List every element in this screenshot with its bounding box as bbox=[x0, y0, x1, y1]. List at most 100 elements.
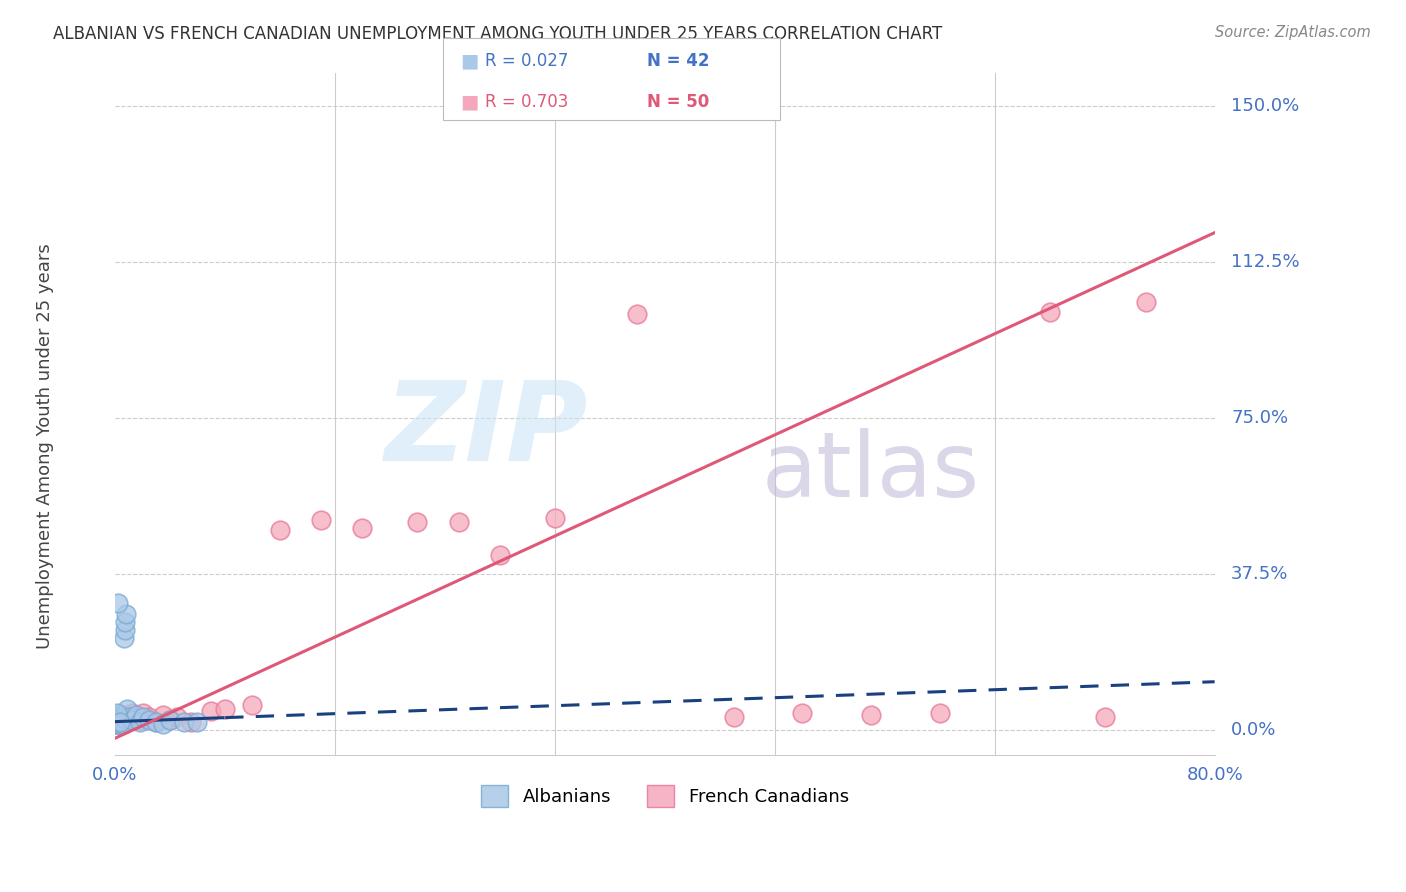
Point bbox=[186, 715, 208, 730]
Point bbox=[107, 715, 129, 730]
Point bbox=[105, 714, 128, 729]
Point bbox=[117, 708, 139, 723]
Point bbox=[489, 549, 512, 563]
Point bbox=[124, 710, 146, 724]
Point bbox=[105, 716, 128, 731]
Text: 0.0%: 0.0% bbox=[1232, 721, 1277, 739]
Point bbox=[112, 713, 135, 727]
Point bbox=[118, 713, 141, 727]
Point bbox=[121, 706, 143, 721]
Point bbox=[180, 714, 202, 729]
Point bbox=[105, 708, 128, 723]
Point bbox=[107, 596, 129, 610]
Point bbox=[111, 716, 134, 731]
Point bbox=[1094, 710, 1116, 724]
Point bbox=[111, 714, 134, 729]
Point bbox=[114, 623, 136, 637]
Point bbox=[112, 711, 135, 725]
Point bbox=[447, 515, 470, 529]
Text: R = 0.027: R = 0.027 bbox=[485, 52, 568, 70]
Point bbox=[107, 714, 129, 729]
Point bbox=[111, 714, 134, 729]
Text: 75.0%: 75.0% bbox=[1232, 409, 1288, 427]
Point bbox=[152, 708, 174, 723]
Point bbox=[138, 713, 160, 727]
Point bbox=[107, 714, 129, 729]
Point bbox=[104, 713, 127, 727]
Point bbox=[121, 713, 143, 727]
Point bbox=[115, 607, 138, 621]
Point bbox=[110, 715, 132, 730]
Point bbox=[145, 714, 167, 729]
Point bbox=[110, 710, 132, 724]
Point bbox=[114, 710, 136, 724]
Point bbox=[110, 714, 132, 729]
Point bbox=[105, 713, 128, 727]
Point bbox=[200, 704, 222, 718]
Point bbox=[159, 713, 181, 727]
Point bbox=[626, 307, 648, 321]
Text: R = 0.703: R = 0.703 bbox=[485, 94, 568, 112]
Point bbox=[105, 710, 128, 724]
Text: Source: ZipAtlas.com: Source: ZipAtlas.com bbox=[1215, 25, 1371, 40]
Point bbox=[723, 710, 745, 724]
Point bbox=[406, 515, 429, 529]
Point bbox=[105, 714, 128, 729]
Point bbox=[107, 713, 129, 727]
Point bbox=[110, 716, 132, 731]
Point bbox=[131, 710, 153, 724]
Point bbox=[1135, 294, 1157, 309]
Point bbox=[107, 716, 129, 731]
Point bbox=[111, 710, 134, 724]
Point bbox=[105, 716, 128, 731]
Point bbox=[107, 713, 129, 727]
Point bbox=[112, 716, 135, 731]
Point bbox=[792, 706, 814, 721]
Point bbox=[145, 714, 167, 729]
Point bbox=[117, 702, 139, 716]
Point bbox=[107, 710, 129, 724]
Point bbox=[108, 714, 131, 729]
Point bbox=[131, 706, 153, 721]
Text: 37.5%: 37.5% bbox=[1232, 565, 1288, 583]
Point bbox=[108, 713, 131, 727]
Point bbox=[269, 524, 291, 538]
Text: ■: ■ bbox=[460, 51, 478, 70]
Point bbox=[242, 698, 264, 712]
Legend: Albanians, French Canadians: Albanians, French Canadians bbox=[474, 778, 856, 814]
Point bbox=[859, 708, 882, 723]
Point bbox=[352, 521, 374, 535]
Point bbox=[173, 714, 195, 729]
Point bbox=[114, 615, 136, 629]
Point bbox=[111, 713, 134, 727]
Text: Unemployment Among Youth under 25 years: Unemployment Among Youth under 25 years bbox=[37, 244, 53, 648]
Text: 150.0%: 150.0% bbox=[1232, 97, 1299, 115]
Text: N = 50: N = 50 bbox=[647, 94, 709, 112]
Text: 112.5%: 112.5% bbox=[1232, 253, 1299, 271]
Point bbox=[544, 511, 567, 525]
Point bbox=[118, 710, 141, 724]
Text: ALBANIAN VS FRENCH CANADIAN UNEMPLOYMENT AMONG YOUTH UNDER 25 YEARS CORRELATION : ALBANIAN VS FRENCH CANADIAN UNEMPLOYMENT… bbox=[53, 25, 942, 43]
Point bbox=[108, 711, 131, 725]
Point bbox=[138, 710, 160, 724]
Point bbox=[159, 713, 181, 727]
Point bbox=[108, 714, 131, 729]
Point bbox=[110, 713, 132, 727]
Point bbox=[309, 513, 332, 527]
Point bbox=[108, 714, 131, 729]
Point bbox=[128, 714, 150, 729]
Point bbox=[928, 706, 950, 721]
Point bbox=[104, 714, 127, 729]
Point bbox=[110, 708, 132, 723]
Point bbox=[214, 702, 236, 716]
Text: atlas: atlas bbox=[762, 428, 980, 516]
Point bbox=[112, 632, 135, 646]
Point bbox=[107, 710, 129, 724]
Point bbox=[108, 716, 131, 731]
Point bbox=[105, 706, 128, 721]
Point bbox=[115, 714, 138, 729]
Point bbox=[108, 714, 131, 728]
Point bbox=[108, 710, 131, 724]
Point bbox=[110, 713, 132, 727]
Point bbox=[111, 710, 134, 724]
